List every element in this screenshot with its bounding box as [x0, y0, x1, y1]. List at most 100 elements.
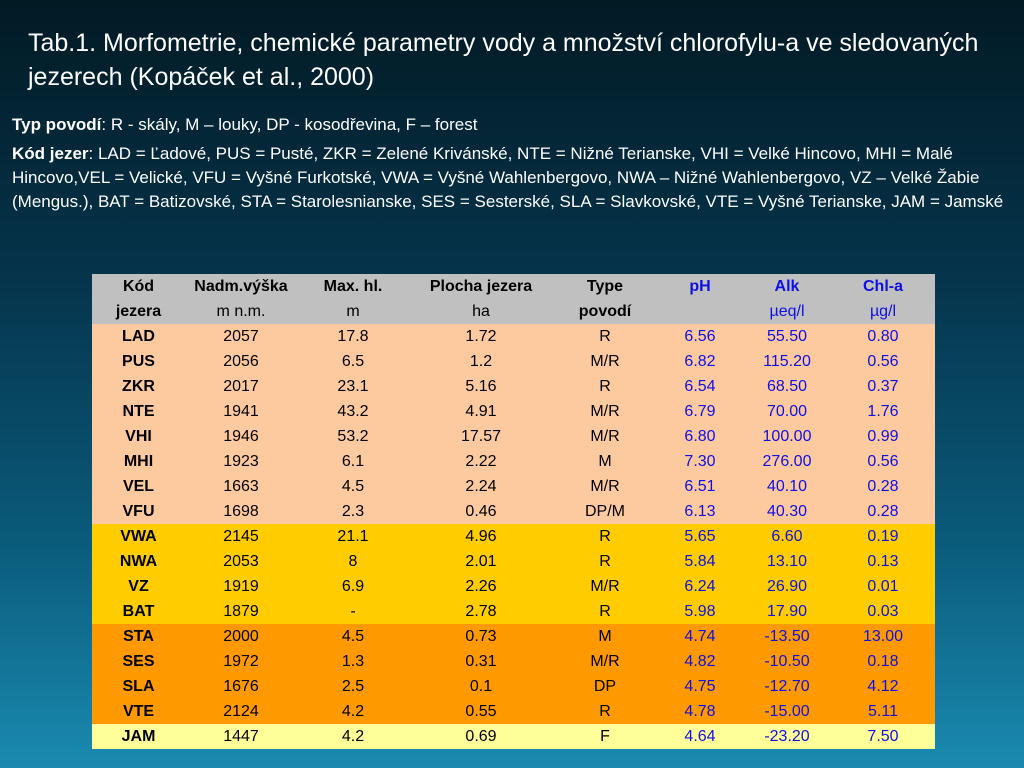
cell-code: MHI: [123, 452, 154, 470]
cell-area: 0.31: [465, 652, 497, 670]
table-row: VEL 1663 4.5 2.24 M/R 6.51 40.10 0.28: [92, 474, 935, 499]
cell-alk: 276.00: [762, 452, 812, 470]
cell-ph: 4.74: [684, 627, 716, 645]
cell-area: 2.78: [465, 602, 497, 620]
header-kod: Kód: [122, 277, 155, 295]
unit-depth: m: [346, 302, 360, 320]
cell-code: BAT: [122, 602, 155, 620]
cell-depth: 2.3: [341, 502, 365, 520]
cell-ph: 6.79: [684, 402, 716, 420]
table-row: NWA 2053 8 2.01 R 5.84 13.10 0.13: [92, 549, 935, 574]
table-row: SES 1972 1.3 0.31 M/R 4.82 -10.50 0.18: [92, 649, 935, 674]
cell-ph: 5.84: [684, 552, 716, 570]
unit-altitude: m n.m.: [216, 302, 266, 320]
cell-depth: 21.1: [337, 527, 369, 545]
cell-altitude: 1919: [223, 577, 259, 595]
cell-ph: 6.51: [684, 477, 716, 495]
cell-alk: 115.20: [763, 352, 811, 370]
cell-type: M: [598, 627, 612, 645]
table-body: LAD 2057 17.8 1.72 R 6.56 55.50 0.80 PUS 2056 6.5 1…: [92, 324, 935, 749]
cell-chla: 0.13: [867, 552, 899, 570]
cell-altitude: 2056: [223, 352, 259, 370]
cell-ph: 6.24: [684, 577, 716, 595]
header-plocha: Plocha jezera: [429, 277, 533, 295]
cell-altitude: 1447: [223, 727, 259, 745]
cell-code: JAM: [121, 727, 156, 745]
cell-alk: 26.90: [766, 577, 808, 595]
cell-alk: 100.00: [762, 427, 812, 445]
cell-type: M/R: [590, 352, 620, 370]
cell-type: M/R: [590, 477, 620, 495]
cell-depth: 4.5: [341, 477, 365, 495]
cell-ph: 6.54: [684, 377, 716, 395]
cell-alk: -23.20: [764, 727, 810, 745]
cell-altitude: 2017: [223, 377, 259, 395]
legend-typ-povodi: Typ povodí: R - skály, M – louky, DP - k…: [12, 113, 1012, 137]
table-row: SLA 1676 2.5 0.1 DP 4.75 -12.70 4.12: [92, 674, 935, 699]
cell-chla: 0.01: [867, 577, 899, 595]
cell-depth: -: [350, 602, 356, 620]
table-row: VWA 2145 21.1 4.96 R 5.65 6.60 0.19: [92, 524, 935, 549]
table-row: LAD 2057 17.8 1.72 R 6.56 55.50 0.80: [92, 324, 935, 349]
cell-ph: 4.75: [684, 677, 716, 695]
cell-area: 0.1: [469, 677, 493, 695]
cell-depth: 17.8: [337, 327, 369, 345]
cell-type: M/R: [590, 652, 620, 670]
cell-alk: -12.70: [764, 677, 810, 695]
table-header-row: Kód Nadm.výška Max. hl. Plocha jezera Ty…: [92, 274, 935, 299]
cell-chla: 0.19: [867, 527, 899, 545]
unit-povodi: povodí: [578, 302, 632, 320]
table-row: VZ 1919 6.9 2.26 M/R 6.24 26.90 0.01: [92, 574, 935, 599]
cell-alk: 40.30: [766, 502, 808, 520]
cell-type: R: [599, 702, 611, 720]
table-row: JAM 1447 4.2 0.69 F 4.64 -23.20 7.50: [92, 724, 935, 749]
cell-area: 5.16: [465, 377, 497, 395]
cell-alk: 6.60: [771, 527, 803, 545]
cell-altitude: 1923: [223, 452, 259, 470]
cell-ph: 4.64: [684, 727, 716, 745]
cell-chla: 5.11: [868, 702, 898, 720]
cell-ph: 5.65: [684, 527, 716, 545]
cell-type: M/R: [590, 427, 620, 445]
cell-area: 0.55: [465, 702, 497, 720]
table-row: VFU 1698 2.3 0.46 DP/M 6.13 40.30 0.28: [92, 499, 935, 524]
cell-chla: 0.56: [867, 452, 899, 470]
cell-code: VWA: [120, 527, 157, 545]
legend-typ-text: : R - skály, M – louky, DP - kosodřevina…: [101, 115, 478, 134]
cell-alk: 55.50: [766, 327, 808, 345]
legend-kod-jezer: Kód jezer: LAD = Ľadové, PUS = Pusté, ZK…: [12, 142, 1012, 214]
cell-area: 4.91: [465, 402, 497, 420]
cell-code: STA: [123, 627, 154, 645]
cell-depth: 23.1: [337, 377, 369, 395]
cell-chla: 0.03: [867, 602, 899, 620]
cell-alk: -10.50: [764, 652, 810, 670]
cell-depth: 4.2: [341, 727, 365, 745]
cell-alk: 40.10: [766, 477, 808, 495]
cell-area: 2.24: [465, 477, 497, 495]
unit-area: ha: [472, 302, 490, 320]
unit-alk: µeq/l: [769, 302, 805, 320]
legend-kod-label: Kód jezer: [12, 144, 89, 163]
cell-chla: 0.28: [867, 477, 899, 495]
cell-code: VHI: [125, 427, 152, 445]
table-row: VHI 1946 53.2 17.57 M/R 6.80 100.00 0.99: [92, 424, 935, 449]
cell-chla: 0.37: [867, 377, 899, 395]
cell-altitude: 1946: [223, 427, 259, 445]
cell-altitude: 1941: [223, 402, 259, 420]
cell-code: ZKR: [122, 377, 155, 395]
header-alk: Alk: [774, 277, 800, 295]
unit-jezera: jezera: [115, 302, 162, 320]
cell-type: R: [599, 602, 611, 620]
cell-depth: 2.5: [341, 677, 365, 695]
cell-chla: 0.99: [867, 427, 899, 445]
cell-altitude: 1676: [223, 677, 259, 695]
cell-depth: 6.1: [341, 452, 365, 470]
cell-chla: 1.76: [867, 402, 899, 420]
cell-chla: 0.56: [867, 352, 899, 370]
cell-altitude: 1972: [223, 652, 259, 670]
cell-ph: 6.80: [684, 427, 716, 445]
header-ph: pH: [689, 277, 711, 295]
cell-area: 2.26: [465, 577, 497, 595]
legend-typ-label: Typ povodí: [12, 115, 102, 134]
cell-chla: 0.18: [867, 652, 899, 670]
